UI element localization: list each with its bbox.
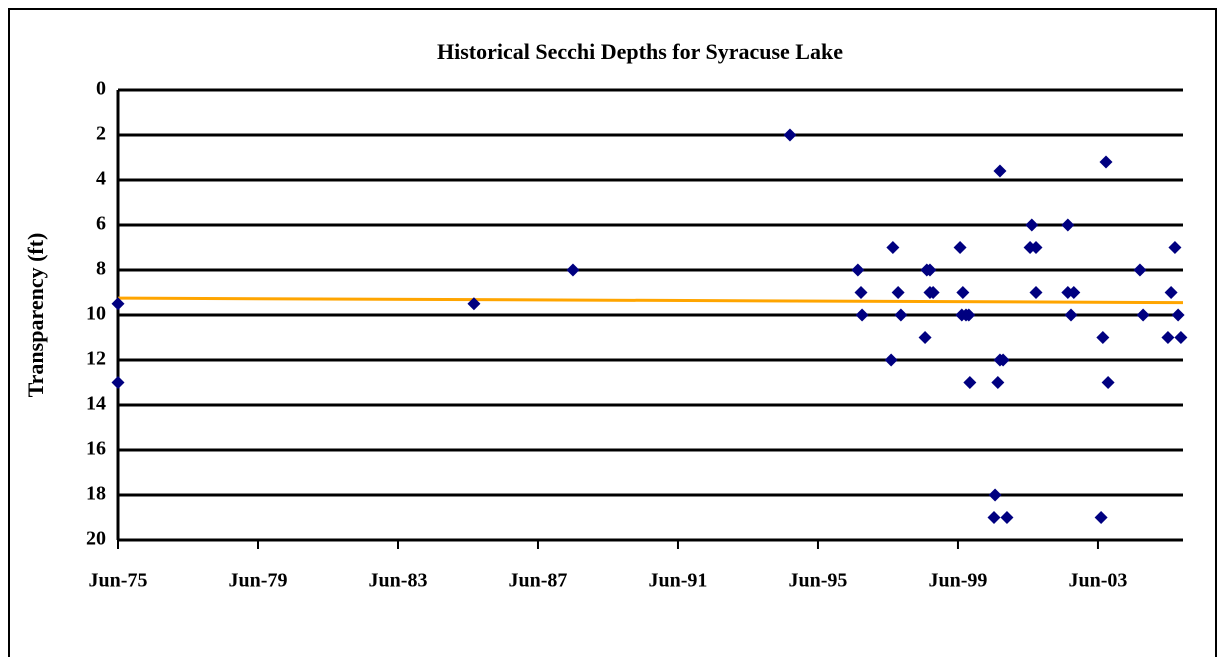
- data-point: [1168, 241, 1182, 254]
- data-point: [783, 128, 797, 142]
- data-point: [926, 286, 940, 299]
- data-point: [1099, 155, 1113, 169]
- x-tick-label: Jun-83: [369, 570, 428, 592]
- x-tick-label: Jun-03: [1069, 570, 1128, 592]
- x-tick-label: Jun-75: [89, 570, 148, 592]
- data-point: [1064, 308, 1078, 322]
- y-tick-label: 0: [96, 78, 106, 100]
- chart-title: Historical Secchi Depths for Syracuse La…: [437, 39, 843, 64]
- data-point: [991, 376, 1005, 389]
- data-point: [894, 308, 908, 322]
- data-point: [1136, 308, 1150, 322]
- trend-line: [117, 296, 1184, 305]
- x-tick-label: Jun-91: [649, 570, 708, 592]
- y-tick-label: 10: [86, 303, 106, 325]
- data-point: [1025, 218, 1039, 232]
- x-tick-label: Jun-87: [509, 570, 568, 592]
- data-point: [467, 297, 481, 311]
- data-point: [111, 376, 125, 389]
- y-tick-label: 18: [86, 483, 106, 505]
- data-point: [1000, 511, 1014, 524]
- data-point: [851, 263, 865, 277]
- data-point: [854, 286, 868, 299]
- chart-frame: [8, 8, 1217, 657]
- y-tick-label: 4: [96, 168, 106, 190]
- y-tick-label: 14: [86, 393, 106, 415]
- x-tick-label: Jun-95: [789, 570, 848, 592]
- data-point: [1101, 376, 1115, 389]
- data-point: [988, 488, 1002, 502]
- data-point: [962, 308, 976, 322]
- data-point: [1164, 286, 1178, 299]
- data-point: [987, 511, 1001, 524]
- y-tick-label: 8: [96, 258, 106, 280]
- x-tick-label: Jun-79: [229, 570, 288, 592]
- x-tick-label: Jun-99: [929, 570, 988, 592]
- data-point: [993, 164, 1007, 178]
- data-point: [1067, 286, 1081, 299]
- y-tick-label: 16: [86, 438, 106, 460]
- data-point: [1029, 286, 1043, 299]
- data-point: [1161, 331, 1175, 344]
- data-point: [855, 308, 869, 322]
- data-point: [111, 297, 125, 311]
- data-point: [923, 263, 937, 277]
- data-point: [1029, 241, 1043, 254]
- data-point: [1174, 331, 1188, 344]
- data-point: [1096, 331, 1110, 344]
- y-tick-label: 6: [96, 213, 106, 235]
- data-point: [886, 241, 900, 254]
- data-point: [566, 263, 580, 277]
- data-point: [953, 241, 967, 254]
- data-point: [1133, 263, 1147, 277]
- y-tick-label: 20: [86, 528, 106, 550]
- data-point: [963, 376, 977, 389]
- data-point: [891, 286, 905, 299]
- data-point: [1061, 218, 1075, 232]
- y-axis-label: Transparency (ft): [23, 233, 48, 398]
- y-tick-label: 2: [96, 123, 106, 145]
- data-point: [1094, 511, 1108, 524]
- data-point: [1171, 308, 1185, 322]
- data-point: [956, 286, 970, 299]
- y-tick-label: 12: [86, 348, 106, 370]
- data-point: [918, 331, 932, 344]
- data-point: [884, 353, 898, 367]
- data-point: [996, 353, 1010, 367]
